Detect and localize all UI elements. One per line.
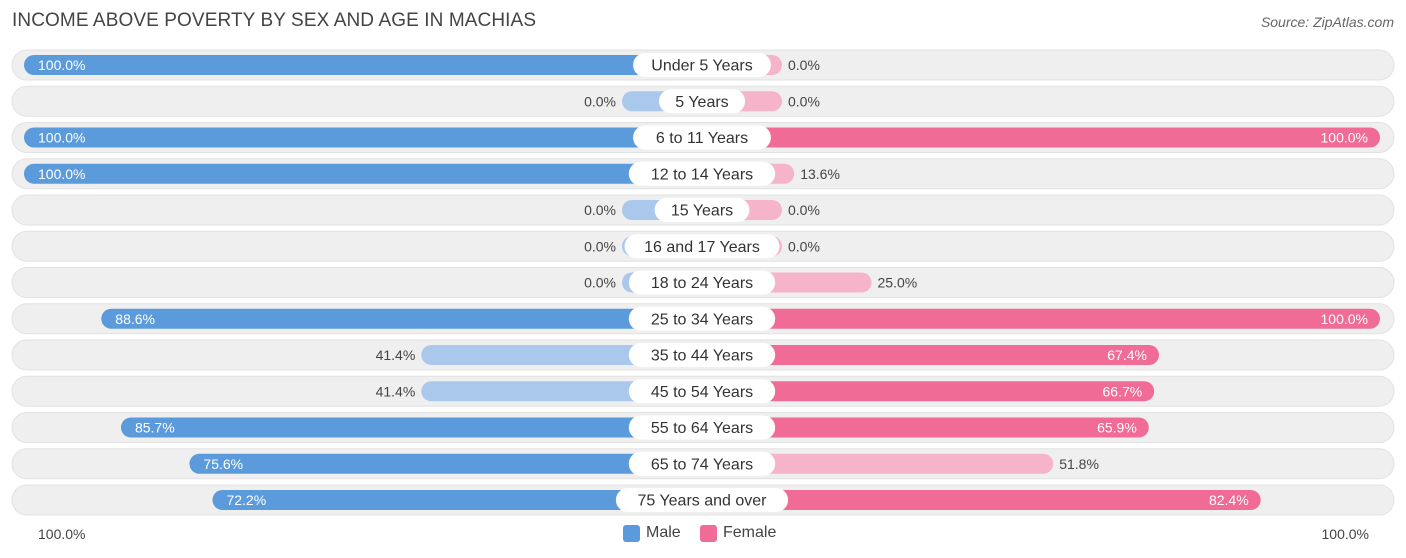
chart-row: 41.4% 67.4% 35 to 44 Years xyxy=(11,339,1395,371)
category-pill xyxy=(628,379,776,404)
category-pill xyxy=(628,161,776,186)
male-value-label: 100.0% xyxy=(38,166,85,182)
female-bar xyxy=(702,453,1054,474)
axis-left-label: 100.0% xyxy=(38,526,86,542)
male-bar xyxy=(189,453,702,474)
category-label: 16 and 17 Years xyxy=(644,239,760,256)
category-label: 65 to 74 Years xyxy=(651,456,753,473)
category-label: 45 to 54 Years xyxy=(651,384,753,401)
male-value-label: 72.2% xyxy=(226,492,266,508)
legend-label-male: Male xyxy=(646,524,681,541)
chart-row: 0.0% 0.0% 16 and 17 Years xyxy=(11,230,1395,262)
male-value-label: 0.0% xyxy=(584,275,616,291)
male-bar xyxy=(24,127,702,148)
category-label: 55 to 64 Years xyxy=(651,420,753,437)
female-bar xyxy=(702,127,1380,148)
category-label: 18 to 24 Years xyxy=(651,275,753,292)
male-bar xyxy=(212,490,702,510)
category-pill xyxy=(628,451,776,476)
female-value-label: 82.4% xyxy=(1209,492,1249,508)
female-bar xyxy=(702,381,1155,402)
category-label: 5 Years xyxy=(675,94,728,111)
chart-row: 41.4% 66.7% 45 to 54 Years xyxy=(11,375,1395,407)
female-value-label: 51.8% xyxy=(1059,456,1099,472)
female-value-label: 67.4% xyxy=(1107,347,1147,363)
chart-legend: Male Female xyxy=(0,522,1406,544)
male-value-label: 0.0% xyxy=(584,202,616,218)
male-value-label: 0.0% xyxy=(584,93,616,109)
category-pill xyxy=(628,306,776,331)
male-value-label: 41.4% xyxy=(376,383,416,399)
male-value-label: 100.0% xyxy=(38,57,85,73)
female-value-label: 13.6% xyxy=(800,166,840,182)
female-value-label: 25.0% xyxy=(878,275,918,291)
male-value-label: 75.6% xyxy=(203,456,243,472)
legend-item-female[interactable]: Female xyxy=(700,524,776,542)
chart-row: 88.6% 100.0% 25 to 34 Years xyxy=(11,303,1395,335)
chart-row: 100.0% 100.0% 6 to 11 Years xyxy=(11,122,1395,153)
category-label: 15 Years xyxy=(671,203,733,220)
male-value-label: 41.4% xyxy=(376,347,416,363)
female-bar xyxy=(702,490,1261,510)
legend-swatch-female xyxy=(700,524,717,542)
female-value-label: 0.0% xyxy=(788,57,820,73)
axis-right-label: 100.0% xyxy=(1321,526,1369,542)
chart-row: 100.0% 0.0% Under 5 Years xyxy=(11,49,1395,81)
category-pill xyxy=(654,198,750,222)
category-pill xyxy=(628,343,776,367)
female-value-label: 0.0% xyxy=(788,202,820,218)
legend-label-female: Female xyxy=(723,524,777,541)
chart-title: INCOME ABOVE POVERTY BY SEX AND AGE IN M… xyxy=(12,10,537,31)
category-label: 25 to 34 Years xyxy=(651,311,753,328)
female-bar xyxy=(702,345,1159,365)
chart-row: 85.7% 65.9% 55 to 64 Years xyxy=(11,412,1395,443)
male-value-label: 88.6% xyxy=(115,311,155,327)
category-pill xyxy=(624,234,780,259)
male-value-label: 100.0% xyxy=(38,130,85,146)
female-value-label: 65.9% xyxy=(1097,420,1137,436)
category-label: 12 to 14 Years xyxy=(651,166,753,183)
male-bar xyxy=(24,163,702,184)
category-label: 6 to 11 Years xyxy=(656,130,748,147)
chart-row: 72.2% 82.4% 75 Years and over xyxy=(11,484,1395,516)
category-pill xyxy=(628,415,776,440)
male-bar xyxy=(101,308,703,329)
female-bar xyxy=(702,417,1149,438)
male-bar xyxy=(120,417,703,438)
category-label: Under 5 Years xyxy=(651,58,752,75)
chart-row: 0.0% 0.0% 5 Years xyxy=(11,85,1395,117)
male-bar xyxy=(24,55,702,75)
female-value-label: 100.0% xyxy=(1321,311,1368,327)
female-value-label: 0.0% xyxy=(788,238,820,254)
chart-row: 100.0% 13.6% 12 to 14 Years xyxy=(11,158,1395,190)
female-bar xyxy=(702,308,1380,329)
category-label: 35 to 44 Years xyxy=(651,348,753,365)
category-pill xyxy=(633,53,771,77)
chart-row: 0.0% 0.0% 15 Years xyxy=(11,194,1395,226)
female-value-label: 66.7% xyxy=(1103,383,1143,399)
category-pill xyxy=(615,488,789,512)
legend-item-male[interactable]: Male xyxy=(623,524,681,542)
diverging-bar-chart: 100.0% 0.0% Under 5 Years 0.0% 0.0% 5 Years 10… xyxy=(11,49,1395,516)
chart-row: 0.0% 25.0% 18 to 24 Years xyxy=(11,267,1395,298)
chart-source: Source: ZipAtlas.com xyxy=(1260,14,1394,30)
category-pill xyxy=(633,125,771,150)
female-value-label: 100.0% xyxy=(1321,130,1368,146)
male-value-label: 85.7% xyxy=(135,420,175,436)
category-pill xyxy=(628,270,776,295)
category-label: 75 Years and over xyxy=(638,493,768,510)
chart-row: 75.6% 51.8% 65 to 74 Years xyxy=(11,448,1395,480)
legend-swatch-male xyxy=(623,524,640,542)
male-value-label: 0.0% xyxy=(584,238,616,254)
female-value-label: 0.0% xyxy=(788,93,820,109)
category-pill xyxy=(658,89,746,114)
